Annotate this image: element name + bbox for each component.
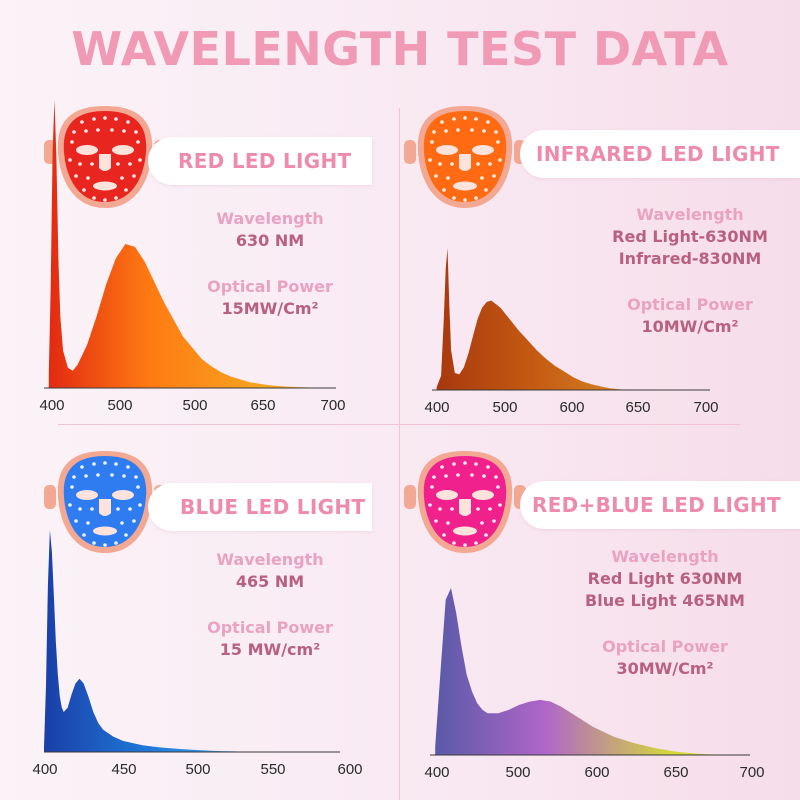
page-title: WAVELENGTH TEST DATA — [71, 22, 729, 76]
infrared-wavelength-line-2: Infrared-830NM — [618, 249, 762, 268]
x-tick-label: 500 — [107, 397, 132, 414]
x-tick-label: 500 — [492, 399, 517, 416]
red-spectrum-chart: 400 500 500 650 700 — [39, 100, 346, 414]
spectrum-area — [436, 248, 710, 390]
spectrum-area — [435, 588, 750, 755]
red-blue-led-title: RED+BLUE LED LIGHT — [520, 481, 800, 529]
infrared-wavelength-label: Wavelength — [636, 205, 744, 224]
infrared-led-info: Wavelength Red Light-630NM Infrared-830N… — [580, 204, 800, 338]
panel-red-blue: RED+BLUE LED LIGHT Wavelength Red Light … — [400, 445, 800, 790]
x-tick-label: 600 — [559, 399, 584, 416]
blue-led-title-text: BLUE LED LIGHT — [180, 495, 366, 519]
horizontal-divider — [58, 424, 740, 425]
infrared-power-label: Optical Power — [627, 295, 753, 314]
blue-led-title: BLUE LED LIGHT — [148, 483, 372, 531]
x-tick-label: 700 — [320, 397, 345, 414]
red-wavelength-value: 630 NM — [235, 231, 305, 250]
x-tick-label: 700 — [739, 764, 764, 781]
infrared-power-value: 10MW/Cm² — [641, 317, 739, 336]
spectrum-area — [44, 530, 340, 752]
panel-infrared: INFRARED LED LIGHT Wavelength Red Light-… — [400, 100, 800, 445]
blue-power-label: Optical Power — [207, 618, 333, 637]
red-blue-led-mask-icon — [404, 451, 526, 553]
red-blue-led-info: Wavelength Red Light 630NM Blue Light 46… — [555, 546, 775, 680]
x-tick-label: 600 — [337, 761, 362, 778]
red-led-info: Wavelength 630 NM Optical Power 15MW/Cm² — [170, 208, 370, 320]
blue-spectrum-chart: 400 450 500 550 600 — [32, 530, 363, 778]
infrared-spectrum-chart: 400 500 600 650 700 — [424, 248, 719, 416]
red-power-value: 15MW/Cm² — [221, 299, 319, 318]
x-tick-label: 650 — [250, 397, 275, 414]
red-blue-power-value: 30MW/Cm² — [616, 659, 714, 678]
x-tick-label: 650 — [625, 399, 650, 416]
red-led-title: RED LED LIGHT — [148, 137, 372, 185]
x-tick-label: 500 — [185, 761, 210, 778]
red-blue-wavelength-line-2: Blue Light 465NM — [585, 591, 745, 610]
red-blue-wavelength-label: Wavelength — [611, 547, 719, 566]
vertical-divider — [399, 108, 400, 800]
infrared-led-title: INFRARED LED LIGHT — [520, 130, 800, 178]
red-blue-power-label: Optical Power — [602, 637, 728, 656]
infrared-wavelength-line-1: Red Light-630NM — [612, 227, 768, 246]
blue-power-value: 15 MW/cm² — [219, 640, 321, 659]
x-tick-label: 700 — [693, 399, 718, 416]
red-blue-wavelength-line-1: Red Light 630NM — [587, 569, 743, 588]
blue-wavelength-label: Wavelength — [216, 550, 324, 569]
panel-red: RED LED LIGHT Wavelength 630 NM Optical … — [0, 100, 400, 445]
blue-led-info: Wavelength 465 NM Optical Power 15 MW/cm… — [170, 549, 370, 661]
x-tick-label: 500 — [505, 764, 530, 781]
x-tick-label: 550 — [260, 761, 285, 778]
x-tick-label: 400 — [32, 761, 57, 778]
x-tick-label: 650 — [663, 764, 688, 781]
panel-blue: BLUE LED LIGHT Wavelength 465 NM Optical… — [0, 445, 400, 790]
spectrum-area — [48, 100, 337, 388]
red-wavelength-label: Wavelength — [216, 209, 324, 228]
red-led-title-text: RED LED LIGHT — [178, 149, 352, 173]
x-tick-label: 450 — [111, 761, 136, 778]
x-tick-label: 400 — [424, 399, 449, 416]
x-tick-label: 400 — [39, 397, 64, 414]
x-tick-label: 400 — [424, 764, 449, 781]
infrared-led-mask-icon — [404, 106, 526, 208]
blue-wavelength-value: 465 NM — [235, 572, 305, 591]
red-power-label: Optical Power — [207, 277, 333, 296]
x-tick-label: 500 — [182, 397, 207, 414]
infrared-led-title-text: INFRARED LED LIGHT — [536, 142, 780, 166]
x-tick-label: 600 — [584, 764, 609, 781]
red-blue-led-title-text: RED+BLUE LED LIGHT — [532, 493, 781, 517]
blue-led-mask-icon — [44, 451, 166, 553]
